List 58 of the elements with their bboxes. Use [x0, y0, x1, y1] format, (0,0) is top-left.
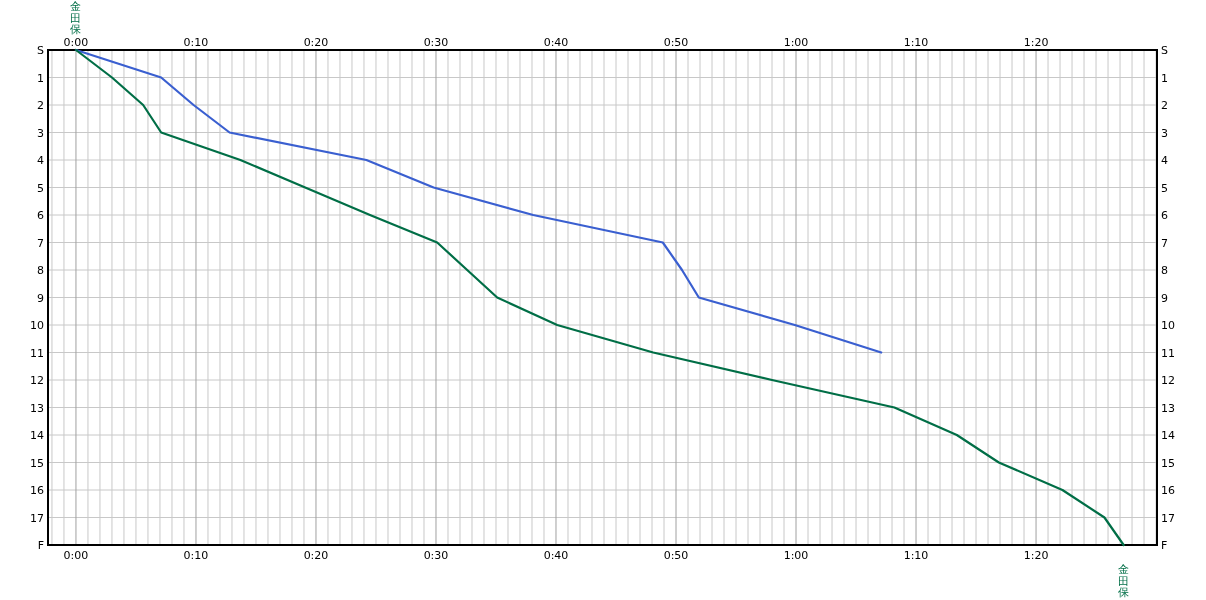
category-label: 17 — [1161, 511, 1175, 525]
x-tick-label: 0:10 — [183, 549, 209, 562]
y-tick-label: 17 — [30, 511, 44, 525]
x-tick-label: 0:40 — [543, 549, 569, 562]
y-tick-label: 2 — [37, 99, 44, 112]
x2-tick-label: 1:20 — [1023, 36, 1049, 49]
x-tick-label: 0:20 — [303, 549, 329, 562]
category-label: 9 — [1161, 291, 1168, 305]
x-tick-label: 1:00 — [783, 549, 809, 562]
category-label: 5 — [1161, 181, 1168, 195]
category-label: F — [1161, 539, 1168, 552]
y-tick-label: 10 — [30, 319, 44, 332]
x-tick-label: 0:30 — [423, 549, 449, 562]
category-label: 3 — [1161, 126, 1168, 140]
x2-tick-label: 1:00 — [783, 36, 809, 49]
y-tick-label: 9 — [37, 291, 44, 305]
category-label: 1 — [1161, 71, 1168, 85]
category-label: 10 — [1161, 319, 1175, 332]
category-label: 2 — [1161, 99, 1168, 112]
x2-tick-label: 0:20 — [303, 36, 329, 49]
y-tick-label: 3 — [37, 126, 44, 140]
category-label: 16 — [1161, 484, 1175, 497]
x-tick-label: 0:50 — [663, 549, 689, 562]
series-label: 金田保 — [70, 0, 82, 36]
y-tick-label: 16 — [30, 484, 44, 497]
y-tick-label: 14 — [30, 429, 44, 442]
y-tick-label: 4 — [37, 154, 44, 167]
y-tick-label: 5 — [37, 181, 44, 195]
y-tick-label: 13 — [30, 401, 44, 415]
y-tick-label: 1 — [37, 71, 44, 85]
y-tick-label: 11 — [30, 346, 44, 360]
x-tick-label: 1:10 — [903, 549, 929, 562]
y-tick-label: 6 — [37, 209, 44, 222]
category-label: 11 — [1161, 346, 1175, 360]
category-label: 4 — [1161, 154, 1168, 167]
category-label: 6 — [1161, 209, 1168, 222]
y-tick-label: F — [37, 539, 44, 552]
y-tick-label: 15 — [30, 456, 44, 470]
x2-tick-label: 0:00 — [63, 36, 89, 49]
category-label: 15 — [1161, 456, 1175, 470]
x2-tick-label: 0:50 — [663, 36, 689, 49]
text: 金田保 — [1118, 563, 1130, 599]
y-tick-label: 12 — [30, 374, 44, 387]
x2-tick-label: 0:40 — [543, 36, 569, 49]
category-label: 8 — [1161, 264, 1168, 277]
category-label: 14 — [1161, 429, 1175, 442]
category-label: 12 — [1161, 374, 1175, 387]
y-tick-label: 7 — [37, 236, 44, 250]
x2-tick-label: 1:10 — [903, 36, 929, 49]
x2-tick-label: 0:10 — [183, 36, 209, 49]
x-tick-label: 0:00 — [63, 549, 89, 562]
y-tick-label: 8 — [37, 264, 44, 277]
x-tick-label: 1:20 — [1023, 549, 1049, 562]
category-label: S — [1161, 44, 1168, 57]
category-label: 7 — [1161, 236, 1168, 250]
y-tick-label: S — [37, 44, 45, 57]
x2-tick-label: 0:30 — [423, 36, 449, 49]
category-label: 13 — [1161, 401, 1175, 415]
